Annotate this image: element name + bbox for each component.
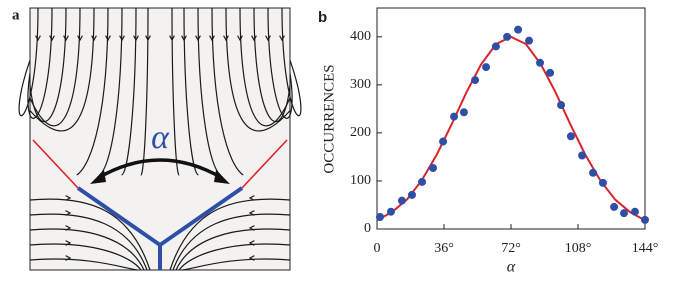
panel-label: a bbox=[12, 7, 20, 23]
streamline bbox=[29, 228, 145, 271]
streamline bbox=[175, 228, 291, 271]
data-point bbox=[459, 108, 468, 117]
streamline bbox=[29, 258, 139, 271]
panel-label: b bbox=[318, 9, 327, 26]
arrowhead bbox=[63, 35, 69, 42]
y-tick-label: 0 bbox=[364, 221, 371, 236]
data-point bbox=[641, 215, 649, 224]
x-tick-label: 144° bbox=[632, 241, 659, 256]
streamline bbox=[281, 7, 302, 117]
arrowhead bbox=[65, 195, 72, 201]
panel-a: a α bbox=[12, 7, 302, 271]
data-point bbox=[546, 68, 555, 77]
arrowhead bbox=[119, 35, 125, 42]
data-point bbox=[491, 42, 500, 51]
data-point bbox=[566, 132, 575, 141]
arc-arrowheads bbox=[90, 170, 230, 184]
red-line bbox=[241, 139, 288, 189]
x-tick-label: 108° bbox=[565, 241, 592, 256]
arrowhead bbox=[248, 195, 255, 201]
arrowhead bbox=[279, 35, 285, 42]
angle-label: α bbox=[151, 119, 170, 156]
streamline bbox=[98, 7, 123, 176]
arrowhead bbox=[91, 35, 97, 42]
streamline bbox=[197, 7, 222, 176]
data-point bbox=[375, 212, 384, 221]
arrowhead bbox=[181, 35, 187, 42]
arrowhead bbox=[223, 35, 229, 42]
data-point bbox=[471, 76, 480, 85]
arrowhead bbox=[65, 240, 72, 246]
streamline bbox=[29, 243, 142, 271]
arrowhead bbox=[195, 35, 201, 42]
data-point bbox=[578, 151, 587, 160]
data-point bbox=[619, 209, 628, 218]
data-point bbox=[503, 32, 512, 41]
data-point bbox=[589, 168, 598, 177]
arrowhead bbox=[251, 35, 257, 42]
data-point bbox=[610, 202, 619, 211]
data-point bbox=[536, 58, 545, 67]
x-axis-label: α bbox=[507, 259, 516, 276]
arrowhead bbox=[237, 35, 243, 42]
x-tick-label: 72° bbox=[501, 241, 521, 256]
data-point bbox=[514, 25, 523, 34]
arrowhead bbox=[133, 35, 139, 42]
streamline bbox=[239, 7, 291, 127]
streamline bbox=[181, 258, 291, 271]
streamline bbox=[169, 198, 291, 271]
data-point bbox=[525, 36, 534, 45]
data-point bbox=[439, 137, 448, 146]
streamline bbox=[225, 7, 291, 132]
panel-b: b OCCURRENCES α 0 100 200 300 400 0 36° 72° 108°… bbox=[318, 7, 659, 276]
streamline bbox=[178, 243, 291, 271]
data-point bbox=[557, 101, 566, 110]
data-point bbox=[418, 177, 427, 186]
streamline bbox=[18, 7, 39, 117]
streamline bbox=[76, 7, 109, 176]
data-point bbox=[450, 112, 459, 121]
y-tick-label: 200 bbox=[350, 125, 371, 140]
data-point bbox=[630, 207, 639, 216]
y-tick-label: 400 bbox=[350, 29, 371, 44]
arrowhead bbox=[248, 255, 255, 261]
streamline bbox=[29, 7, 95, 132]
streamline bbox=[29, 198, 151, 271]
arrowhead bbox=[248, 240, 255, 246]
angle-arc bbox=[97, 158, 223, 180]
y-tick-label: 100 bbox=[350, 173, 371, 188]
data-point bbox=[397, 196, 406, 205]
data-point bbox=[598, 178, 607, 187]
arrowhead bbox=[49, 35, 55, 42]
streamlines bbox=[18, 7, 302, 271]
y-tick-label: 300 bbox=[350, 77, 371, 92]
arrowhead bbox=[77, 35, 83, 42]
arrowhead bbox=[65, 210, 72, 216]
data-point bbox=[386, 207, 395, 216]
x-tick-label: 36° bbox=[434, 241, 454, 256]
streamline bbox=[211, 7, 244, 176]
arrowhead bbox=[169, 35, 175, 42]
y-axis-label: OCCURRENCES bbox=[321, 64, 337, 173]
arrowhead bbox=[209, 35, 215, 42]
arrowhead bbox=[65, 225, 72, 231]
data-point bbox=[407, 190, 416, 199]
data-point bbox=[429, 163, 438, 172]
streamline bbox=[29, 7, 81, 127]
streamline bbox=[29, 213, 148, 271]
boundary bbox=[76, 186, 244, 270]
arrowhead bbox=[65, 255, 72, 261]
red-line bbox=[32, 139, 79, 189]
x-tick-label: 0 bbox=[374, 241, 381, 256]
arrowhead bbox=[248, 210, 255, 216]
arrowhead bbox=[105, 35, 111, 42]
arrowhead bbox=[35, 35, 41, 42]
arrowhead bbox=[145, 35, 151, 42]
data-point bbox=[482, 63, 491, 72]
arrowhead bbox=[248, 225, 255, 231]
arrowhead bbox=[265, 35, 271, 42]
panel-a-frame bbox=[29, 7, 291, 271]
streamline bbox=[172, 213, 291, 271]
